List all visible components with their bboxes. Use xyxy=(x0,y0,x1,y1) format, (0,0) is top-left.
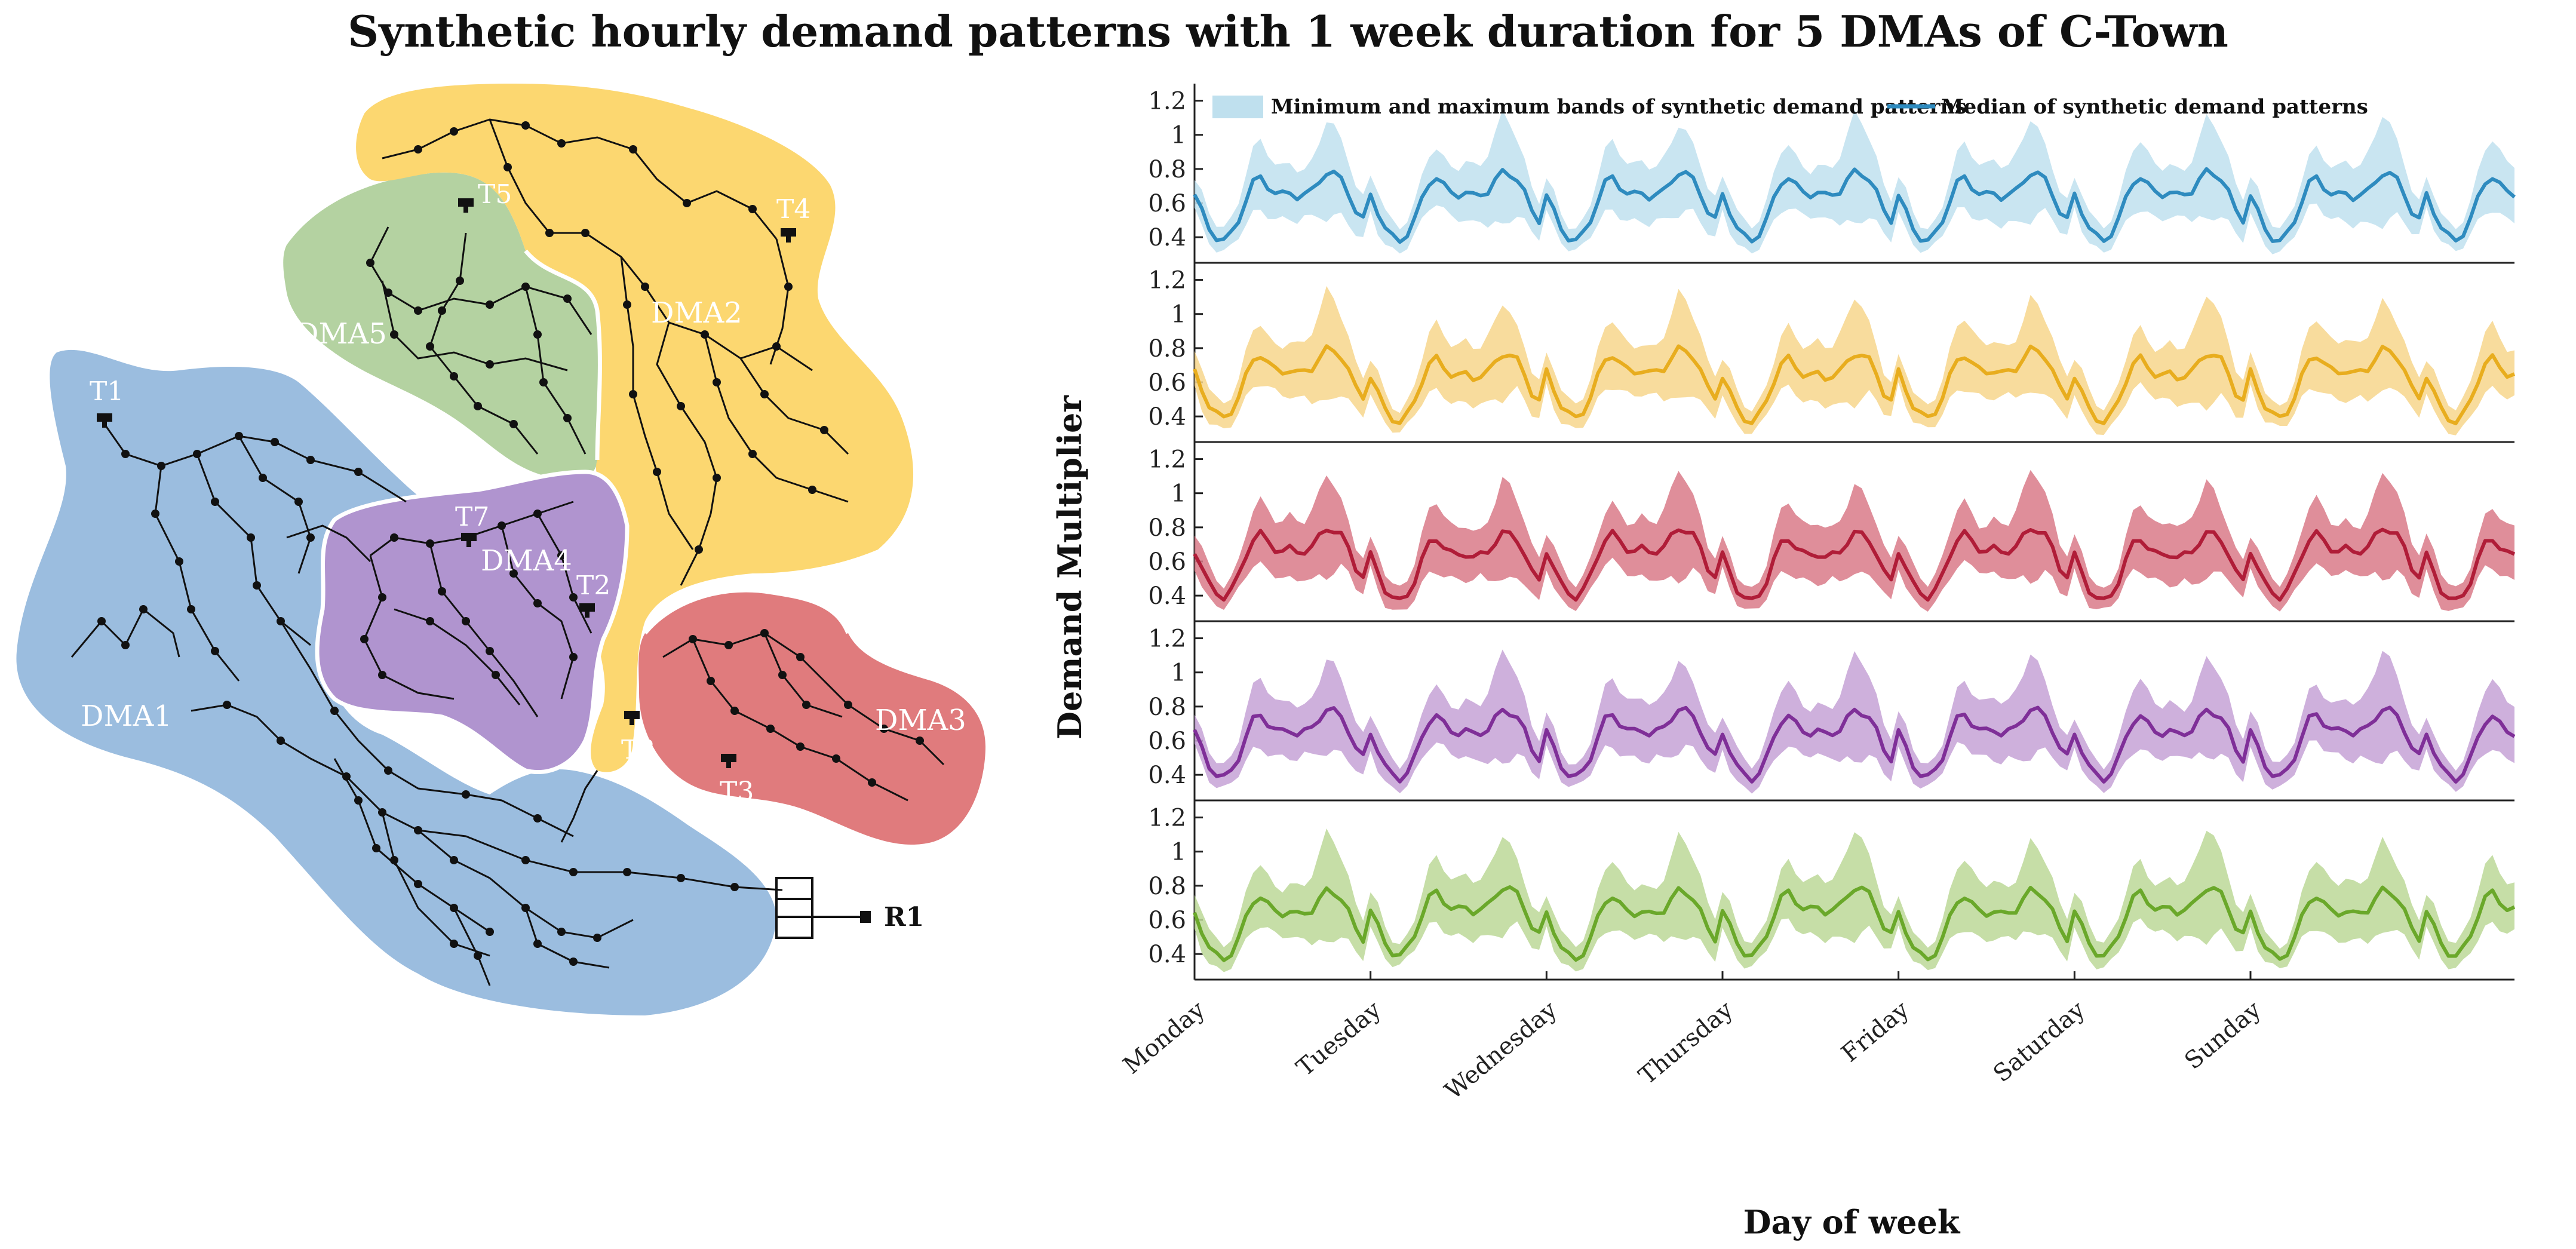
zone-dma3 xyxy=(638,590,985,845)
y-tick-label: 1.2 xyxy=(1148,267,1186,294)
zone-dma1 xyxy=(16,349,776,1015)
boundary-dma3 xyxy=(643,588,851,635)
x-tick-label: Thursday xyxy=(1634,996,1738,1090)
zone-label-dma4: DMA4 xyxy=(481,544,572,578)
panel-dma3: 0.4 0.6 0.8 1 1.2 xyxy=(1148,442,2516,622)
zone-label-dma3: DMA3 xyxy=(875,704,966,737)
y-tick-label: 0.4 xyxy=(1148,224,1186,251)
tank-label-t5: T5 xyxy=(478,179,512,210)
zone-dma5 xyxy=(283,172,600,480)
y-tick-label: 1 xyxy=(1171,480,1186,508)
y-tick-label: 1 xyxy=(1171,301,1186,329)
x-tick-label: Saturday xyxy=(1988,996,2090,1088)
zone-label-dma2: DMA2 xyxy=(651,296,742,330)
x-tick-label: Sunday xyxy=(2179,996,2267,1075)
y-tick-label: 0.6 xyxy=(1148,907,1186,934)
band-dma4 xyxy=(1195,649,2514,794)
x-tick-label: Wednesday xyxy=(1440,996,1562,1105)
pipe-network xyxy=(70,118,945,986)
band-dma3 xyxy=(1195,469,2514,612)
legend-band-label: Minimum and maximum bands of synthetic d… xyxy=(1271,95,1966,119)
y-tick-label: 0.4 xyxy=(1148,762,1186,789)
median-line-dma5 xyxy=(1193,167,2516,244)
network-map: DMA1 DMA2 DMA3 DMA4 DMA5 T1 T2 T2 T3 T4 … xyxy=(16,84,985,1015)
y-tick-label: 0.6 xyxy=(1148,190,1186,217)
y-tick-label: 1 xyxy=(1171,659,1186,687)
y-tick-label: 0.4 xyxy=(1148,403,1186,431)
y-tick-label: 1.2 xyxy=(1148,446,1186,474)
panel-dma2: 0.4 0.6 0.8 1 1.2 xyxy=(1148,263,2516,443)
y-axis-label: Demand Multiplier xyxy=(1051,395,1089,739)
y-tick-label: 0.4 xyxy=(1148,582,1186,610)
y-tick-label: 0.6 xyxy=(1148,728,1186,755)
x-tick-label: Monday xyxy=(1118,996,1211,1079)
y-tick-label: 0.4 xyxy=(1148,941,1186,968)
tank-label-t2-south: T2 xyxy=(621,735,655,765)
junction-nodes xyxy=(97,121,924,966)
figure-title: Synthetic hourly demand patterns with 1 … xyxy=(348,6,2228,57)
median-line-dma3 xyxy=(1193,527,2516,602)
tank-label-t7: T7 xyxy=(455,502,489,532)
tank-label-t3: T3 xyxy=(720,777,754,807)
y-tick-label: 1.2 xyxy=(1148,805,1186,832)
panel-dma5: 0.4 0.6 0.8 1 1.2 xyxy=(1148,84,2516,264)
y-tick-label: 1 xyxy=(1171,839,1186,866)
y-tick-label: 0.8 xyxy=(1148,335,1186,363)
y-tick-label: 1.2 xyxy=(1148,625,1186,653)
tank-label-t1: T1 xyxy=(90,376,124,407)
legend: Minimum and maximum bands of synthetic d… xyxy=(1212,95,2368,119)
boundary-dma5-dma2 xyxy=(524,249,602,461)
demand-charts: 0.40.60.811.20.40.60.811.20.40.60.811.20… xyxy=(1051,84,2516,1241)
band-dma1 xyxy=(1195,828,2514,972)
x-tick-label: Friday xyxy=(1837,996,1915,1067)
y-tick-label: 1.2 xyxy=(1148,88,1186,115)
boundary-dma4 xyxy=(315,469,630,775)
reservoir-label: R1 xyxy=(884,902,924,932)
y-tick-label: 1 xyxy=(1171,122,1186,149)
median-line-dma4 xyxy=(1193,705,2516,784)
x-tick-label: Tuesday xyxy=(1291,996,1386,1082)
band-dma2 xyxy=(1195,286,2514,435)
tank-icons xyxy=(97,198,796,768)
zone-dma4 xyxy=(317,472,627,772)
y-tick-label: 0.6 xyxy=(1148,369,1186,397)
y-tick-label: 0.8 xyxy=(1148,693,1186,721)
zone-label-dma1: DMA1 xyxy=(81,699,172,733)
legend-median-label: Median of synthetic demand patterns xyxy=(1941,95,2368,119)
zone-dma2 xyxy=(356,84,914,772)
y-tick-label: 0.8 xyxy=(1148,156,1186,183)
band-dma5 xyxy=(1195,109,2514,254)
legend-band-swatch xyxy=(1212,96,1263,118)
y-tick-label: 0.8 xyxy=(1148,873,1186,900)
reservoir-r1 xyxy=(775,877,871,939)
x-axis-label: Day of week xyxy=(1743,1203,1961,1241)
tank-label-t4: T4 xyxy=(776,194,810,225)
panel-dma1: 0.4 0.6 0.8 1 1.2 xyxy=(1148,800,2516,981)
median-line-dma1 xyxy=(1193,885,2516,962)
zone-label-dma5: DMA5 xyxy=(296,317,387,351)
panel-dma4: 0.4 0.6 0.8 1 1.2 xyxy=(1148,621,2516,802)
tank-label-t2-north: T2 xyxy=(576,570,610,601)
median-line-dma2 xyxy=(1193,344,2516,425)
y-tick-label: 0.6 xyxy=(1148,548,1186,576)
y-tick-label: 0.8 xyxy=(1148,514,1186,542)
